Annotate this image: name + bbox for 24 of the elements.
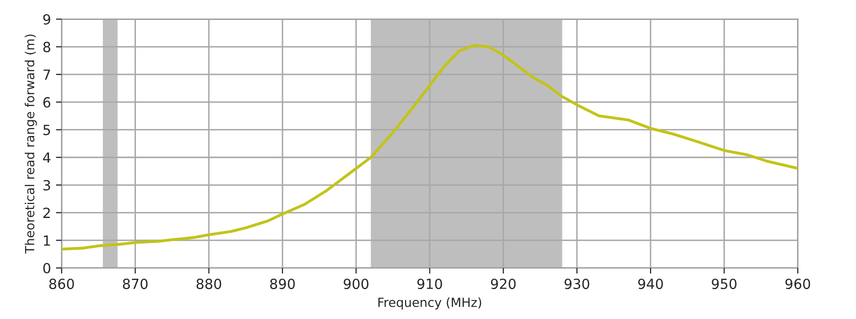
x-tick-label: 940 <box>638 278 663 290</box>
x-tick-label: 950 <box>712 278 737 290</box>
y-tick-label: 4 <box>43 152 50 163</box>
x-tick-label: 860 <box>49 278 74 290</box>
x-tick-label: 960 <box>785 278 810 290</box>
y-tick-label: 6 <box>43 97 50 108</box>
y-tick-label: 5 <box>43 124 50 136</box>
x-tick-label: 900 <box>344 278 368 290</box>
x-tick-label: 880 <box>196 278 222 290</box>
y-tick-label: 3 <box>43 180 50 190</box>
y-tick-label: 2 <box>43 208 50 218</box>
x-tick-label: 870 <box>122 278 148 290</box>
y-tick-label: 0 <box>43 262 50 274</box>
x-tick-label: 930 <box>564 278 590 290</box>
line-series <box>62 44 798 251</box>
x-axis-title: Frequency (MHz) <box>378 297 482 310</box>
x-tick-label: 920 <box>490 278 516 290</box>
y-tick-label: 9 <box>43 14 50 25</box>
y-tick-label: 1 <box>44 235 50 246</box>
y-tick-label: 8 <box>43 42 50 52</box>
y-tick-label: 7 <box>44 70 50 80</box>
x-tick-label: 910 <box>417 278 442 290</box>
y-axis-title: Theoretical read range forward (m) <box>24 34 37 254</box>
x-tick-label: 890 <box>270 278 295 290</box>
